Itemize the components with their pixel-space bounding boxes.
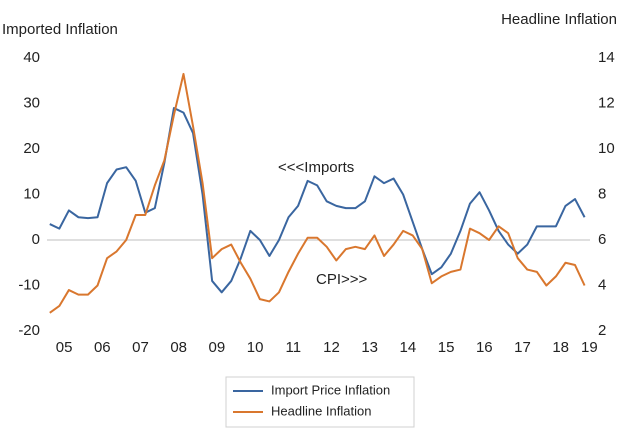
- y-tick-label: -10: [18, 276, 40, 293]
- x-tick-label: 09: [209, 339, 226, 356]
- x-tick-label: 05: [56, 339, 73, 356]
- legend-label: Headline Inflation: [271, 403, 371, 418]
- y2-axis-title: Headline Inflation: [501, 11, 617, 28]
- x-tick-label: 16: [476, 339, 493, 356]
- x-tick-label: 17: [514, 339, 531, 356]
- x-tick-label: 11: [286, 339, 302, 356]
- x-tick-label: 12: [323, 339, 340, 356]
- y2-tick-label: 6: [598, 231, 606, 248]
- y-tick-label: 10: [23, 185, 40, 202]
- y2-tick-label: 4: [598, 276, 606, 293]
- x-tick-label: 06: [94, 339, 111, 356]
- y2-tick-label: 10: [598, 140, 615, 157]
- y-tick-label: 20: [23, 140, 40, 157]
- legend-label: Import Price Inflation: [271, 382, 390, 397]
- legend-box: [225, 376, 415, 428]
- y-axis-title: Imported Inflation: [2, 21, 118, 38]
- y-tick-label: -20: [18, 322, 40, 339]
- x-tick-label: 10: [247, 339, 264, 356]
- series-line: [49, 72, 586, 314]
- x-tick-label: 15: [438, 339, 455, 356]
- y2-tick-label: 2: [598, 322, 606, 339]
- annotation: CPI>>>: [316, 271, 368, 288]
- y2-tick-label: 8: [598, 185, 606, 202]
- x-tick-label: 07: [132, 339, 149, 356]
- y-tick-label: 40: [23, 49, 40, 66]
- x-tick-label: 13: [361, 339, 378, 356]
- series-line: [49, 107, 586, 294]
- y-tick-label: 0: [32, 231, 40, 248]
- y2-tick-label: 12: [598, 94, 615, 111]
- annotation: <<<Imports: [278, 159, 354, 176]
- y-tick-label: 30: [23, 94, 40, 111]
- x-tick-label: 19: [581, 339, 598, 356]
- y2-tick-label: 14: [598, 49, 615, 66]
- x-tick-label: 14: [400, 339, 417, 356]
- x-tick-label: 08: [170, 339, 187, 356]
- x-tick-label: 18: [552, 339, 569, 356]
